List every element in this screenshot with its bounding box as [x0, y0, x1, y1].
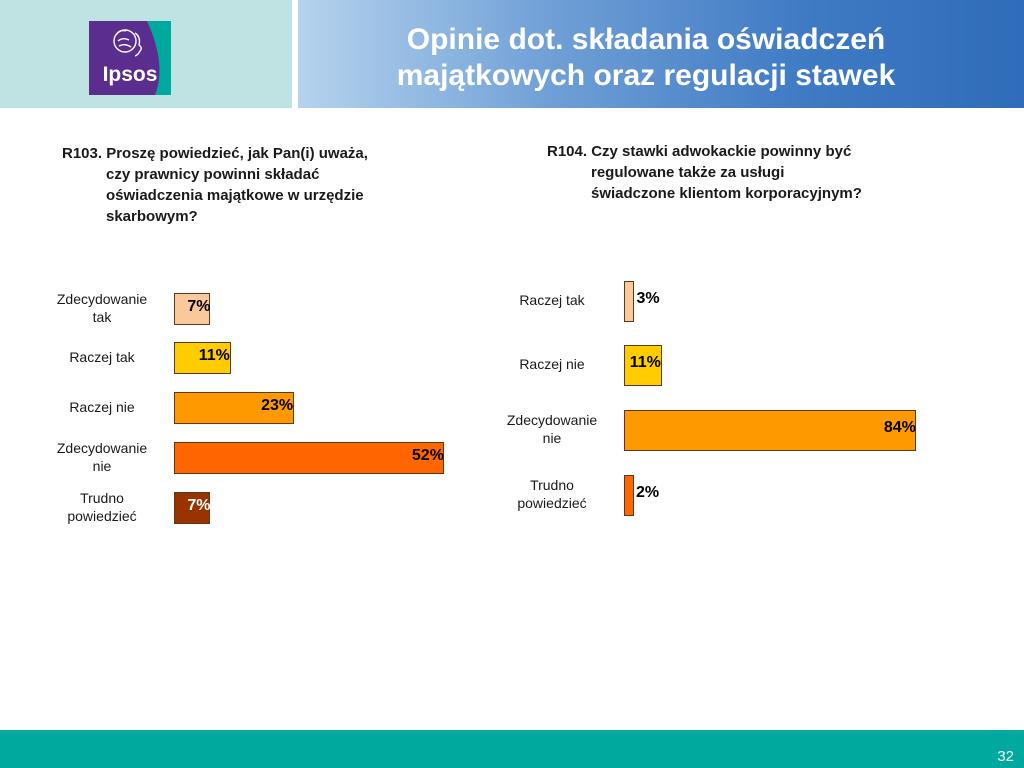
title-panel: Opinie dot. składania oświadczeń majątko… [298, 0, 1024, 108]
header: Ipsos Opinie dot. składania oświadczeń m… [0, 0, 1024, 108]
bar [624, 409, 917, 451]
question-r103-line-2: czy prawnicy powinni składać [106, 166, 320, 183]
bar [174, 442, 445, 474]
header-separator [292, 0, 298, 108]
question-r104-line-2: regulowane także za usługi [591, 164, 785, 181]
question-r104-line-1: R104. Czy stawki adwokackie powinny być [547, 143, 852, 160]
category-label: Raczej tak [519, 292, 585, 308]
value-label: 52% [411, 447, 444, 464]
question-r103-line-3: oświadczenia majątkowe w urzędzie [106, 187, 364, 204]
question-r104: R104. Czy stawki adwokackie powinny być … [547, 141, 937, 204]
bar [174, 392, 294, 424]
bar [174, 492, 211, 524]
category-label: Zdecydowanie nie [56, 440, 148, 474]
value-label: 11% [198, 347, 230, 364]
logo-panel: Ipsos [0, 0, 292, 108]
bar [624, 280, 635, 322]
category-label: Trudno powiedzieć [67, 490, 137, 524]
ipsos-logo: Ipsos [89, 21, 171, 95]
value-label: 7% [187, 497, 211, 514]
bar [174, 342, 232, 374]
page-title: Opinie dot. składania oświadczeń majątko… [326, 22, 966, 94]
value-label: 2% [636, 484, 660, 501]
footer: 32 [0, 730, 1024, 768]
value-label: 11% [629, 354, 661, 371]
category-label: Zdecydowanie nie [506, 412, 598, 446]
bar [624, 474, 634, 516]
category-label: Trudno powiedzieć [517, 477, 587, 511]
page-title-line-2: majątkowych oraz regulacji stawek [396, 59, 896, 92]
value-label: 3% [636, 290, 660, 307]
page-title-line-1: Opinie dot. składania oświadczeń [406, 23, 886, 56]
category-label: Raczej nie [519, 356, 585, 372]
value-label: 7% [187, 298, 211, 315]
value-label: 84% [883, 419, 916, 436]
category-label: Raczej nie [69, 399, 135, 415]
value-label: 23% [261, 397, 294, 414]
head-silhouette-icon [113, 29, 142, 57]
question-r103-line-4: skarbowym? [106, 208, 198, 225]
category-label: Raczej tak [69, 349, 135, 365]
bar [624, 344, 663, 386]
logo-text: Ipsos [103, 63, 158, 86]
question-r103: R103. Proszę powiedzieć, jak Pan(i) uważ… [62, 143, 462, 227]
question-r103-line-1: R103. Proszę powiedzieć, jak Pan(i) uważ… [62, 145, 368, 162]
question-r104-line-3: świadczone klientom korporacyjnym? [591, 185, 862, 202]
category-label: Zdecydowanie tak [56, 291, 148, 325]
page-number: 32 [997, 748, 1014, 765]
bar [174, 293, 211, 325]
